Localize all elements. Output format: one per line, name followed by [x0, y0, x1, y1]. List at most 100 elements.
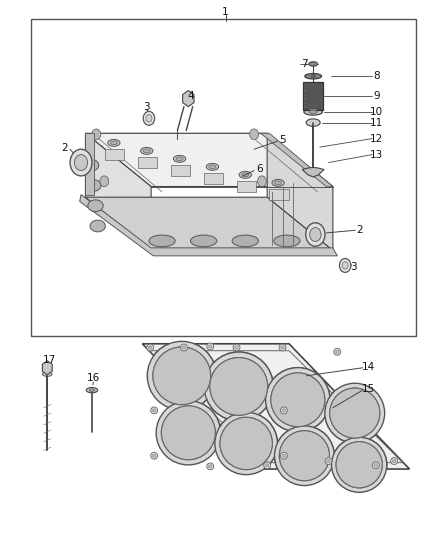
Ellipse shape [282, 409, 286, 412]
Ellipse shape [279, 431, 329, 481]
Ellipse shape [153, 347, 211, 405]
Ellipse shape [156, 401, 221, 465]
Text: 16: 16 [87, 374, 100, 383]
Circle shape [74, 155, 88, 171]
Ellipse shape [232, 235, 258, 247]
Text: 17: 17 [42, 355, 56, 365]
Ellipse shape [208, 345, 212, 348]
Ellipse shape [304, 109, 322, 115]
Ellipse shape [207, 463, 214, 470]
Ellipse shape [180, 344, 187, 351]
Text: 11: 11 [370, 118, 383, 127]
Circle shape [143, 111, 155, 125]
Ellipse shape [110, 141, 117, 144]
Polygon shape [237, 181, 256, 192]
Text: 2: 2 [61, 143, 68, 152]
Polygon shape [85, 133, 94, 195]
Ellipse shape [210, 358, 268, 415]
Ellipse shape [204, 352, 273, 421]
Ellipse shape [282, 454, 286, 457]
Ellipse shape [152, 454, 156, 457]
Text: 3: 3 [350, 262, 357, 271]
Text: 3: 3 [143, 102, 150, 111]
Ellipse shape [275, 181, 282, 184]
Circle shape [258, 176, 266, 187]
Text: 6: 6 [256, 164, 263, 174]
Text: 13: 13 [370, 150, 383, 159]
Circle shape [342, 262, 348, 269]
Circle shape [310, 228, 321, 241]
Ellipse shape [210, 358, 268, 415]
Ellipse shape [161, 406, 215, 460]
Ellipse shape [332, 437, 387, 492]
Ellipse shape [108, 140, 120, 147]
Ellipse shape [141, 147, 153, 155]
Ellipse shape [215, 412, 277, 475]
Ellipse shape [271, 373, 325, 427]
Ellipse shape [279, 344, 286, 351]
Circle shape [100, 176, 109, 187]
Ellipse shape [85, 180, 101, 191]
Ellipse shape [274, 235, 300, 247]
Bar [303, 82, 323, 110]
Ellipse shape [147, 341, 216, 410]
Ellipse shape [265, 368, 330, 432]
Ellipse shape [279, 431, 329, 481]
Polygon shape [105, 149, 124, 160]
Polygon shape [267, 133, 333, 251]
Ellipse shape [156, 401, 221, 465]
Ellipse shape [374, 464, 378, 467]
Polygon shape [85, 133, 333, 187]
Ellipse shape [325, 457, 332, 464]
Ellipse shape [372, 462, 379, 469]
Circle shape [92, 129, 101, 140]
Text: 5: 5 [279, 135, 286, 144]
Text: 8: 8 [373, 71, 380, 81]
Ellipse shape [86, 387, 98, 393]
Ellipse shape [265, 368, 330, 432]
Ellipse shape [161, 406, 215, 460]
Ellipse shape [305, 74, 321, 79]
Bar [304, 83, 323, 86]
Bar [304, 99, 323, 102]
Ellipse shape [309, 62, 318, 66]
Polygon shape [261, 133, 333, 187]
Bar [304, 103, 323, 106]
Ellipse shape [281, 346, 284, 349]
Ellipse shape [89, 389, 95, 391]
Polygon shape [171, 165, 190, 176]
Ellipse shape [215, 412, 277, 475]
Ellipse shape [336, 442, 382, 488]
Ellipse shape [275, 426, 334, 486]
Ellipse shape [330, 388, 380, 438]
Polygon shape [204, 173, 223, 184]
Polygon shape [138, 157, 157, 168]
Ellipse shape [391, 457, 398, 464]
Text: 15: 15 [362, 384, 375, 394]
Bar [304, 87, 323, 90]
Ellipse shape [220, 417, 272, 470]
Ellipse shape [220, 417, 272, 470]
Ellipse shape [327, 459, 330, 463]
Ellipse shape [235, 346, 238, 349]
Ellipse shape [173, 156, 186, 162]
Ellipse shape [147, 344, 154, 351]
Ellipse shape [336, 442, 382, 488]
Bar [304, 91, 323, 94]
Ellipse shape [306, 119, 320, 126]
Ellipse shape [151, 407, 158, 414]
Bar [304, 95, 323, 98]
Ellipse shape [271, 373, 325, 427]
Polygon shape [85, 133, 151, 251]
Ellipse shape [242, 173, 249, 177]
Text: 7: 7 [301, 59, 308, 69]
Polygon shape [142, 344, 410, 469]
Ellipse shape [311, 75, 315, 78]
Ellipse shape [325, 383, 385, 443]
Ellipse shape [182, 346, 186, 349]
Text: 2: 2 [357, 225, 364, 235]
Circle shape [250, 129, 258, 140]
Ellipse shape [334, 349, 341, 356]
Ellipse shape [265, 464, 269, 467]
Ellipse shape [272, 179, 284, 186]
